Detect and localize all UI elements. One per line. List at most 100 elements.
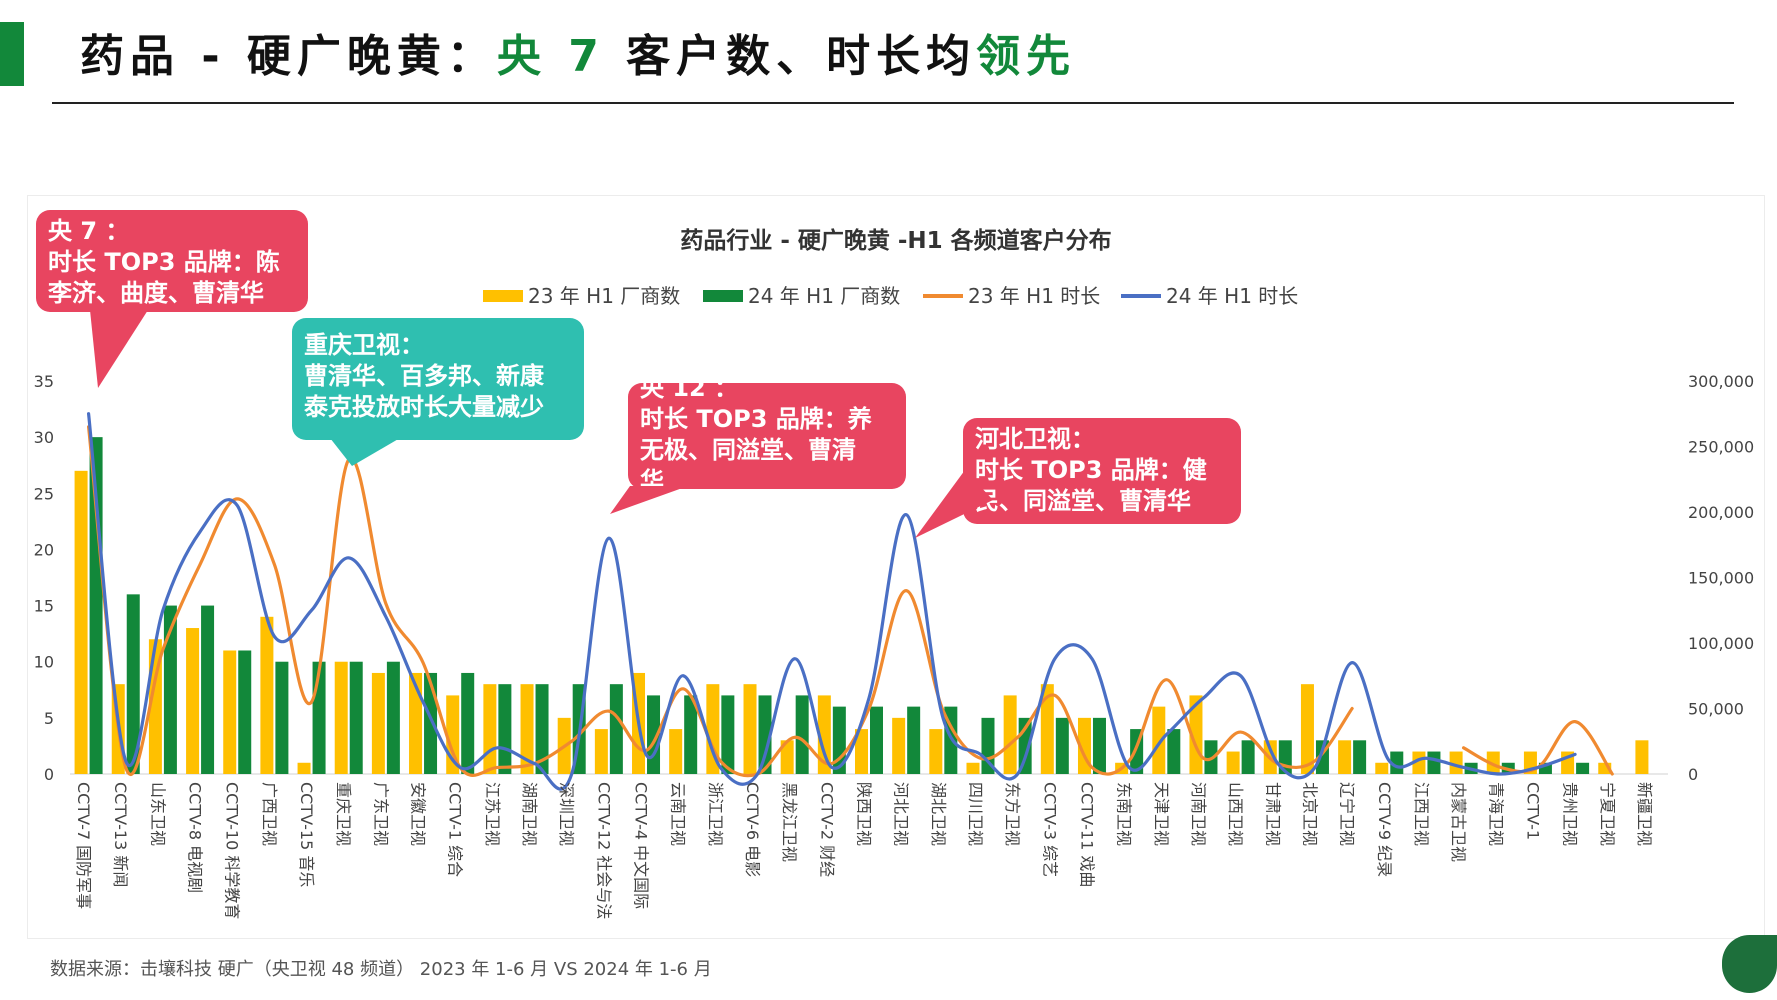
callout-cctv7-line1: 央 7 ： bbox=[48, 217, 130, 245]
bar-23-6 bbox=[260, 616, 274, 774]
bar-23-24 bbox=[929, 729, 943, 774]
x-tick-label-36: CCTV-9 纪录 bbox=[1375, 782, 1394, 877]
legend-label-2: 24 年 H1 厂商数 bbox=[748, 284, 900, 308]
title-highlight-1: 央 7 bbox=[496, 31, 605, 82]
bar-23-42 bbox=[1598, 762, 1612, 774]
bar-24-13 bbox=[535, 684, 549, 774]
page-corner-badge bbox=[1722, 935, 1777, 993]
bar-23-26 bbox=[1003, 695, 1017, 774]
bar-24-12 bbox=[498, 684, 512, 774]
title-accent-bar bbox=[0, 22, 24, 86]
bar-24-32 bbox=[1241, 740, 1255, 774]
x-tick-label-40: CCTV-1 bbox=[1523, 782, 1542, 840]
x-tick-label-22: 陕西卫视 bbox=[855, 782, 874, 846]
y-right-tick-label: 200,000 bbox=[1688, 503, 1754, 522]
bar-24-30 bbox=[1167, 729, 1181, 774]
bar-23-12 bbox=[483, 684, 497, 774]
bar-23-19 bbox=[743, 684, 757, 774]
callout-cctv12-line1: 央 12 ： bbox=[640, 383, 739, 402]
x-tick-label-7: CCTV-15 音乐 bbox=[297, 782, 316, 887]
callout-cctv7: 央 7 ： 时长 TOP3 品牌：陈 李济、曲度、曹清华 bbox=[36, 210, 308, 312]
bar-24-9 bbox=[386, 661, 400, 774]
title-highlight-2: 领先 bbox=[976, 31, 1077, 82]
x-tick-label-35: 辽宁卫视 bbox=[1338, 782, 1357, 846]
y-right-tick-label: 300,000 bbox=[1688, 372, 1754, 391]
callout-chongqing-line1: 重庆卫视： bbox=[304, 331, 424, 359]
bar-23-5 bbox=[223, 650, 237, 774]
x-tick-label-41: 贵州卫视 bbox=[1561, 782, 1580, 846]
callout-chongqing: 重庆卫视： 曹清华、百多邦、新康 泰克投放时长大量减少 bbox=[292, 318, 584, 440]
bar-24-19 bbox=[758, 695, 772, 774]
x-tick-label-6: 广西卫视 bbox=[260, 782, 279, 846]
bar-24-40 bbox=[1538, 762, 1552, 774]
y-right-tick-label: 0 bbox=[1688, 765, 1698, 784]
x-tick-label-25: 四川卫视 bbox=[966, 782, 985, 846]
x-tick-label-19: CCTV-6 电影 bbox=[743, 782, 762, 877]
legend-swatch-1 bbox=[483, 290, 523, 302]
bar-23-43 bbox=[1635, 740, 1649, 774]
callout-hebei: 河北卫视： 时长 TOP3 品牌：健 民、同溢堂、曹清华 bbox=[963, 418, 1241, 524]
x-tick-label-5: CCTV-10 科学教育 bbox=[223, 782, 242, 919]
x-tick-label-34: 北京卫视 bbox=[1300, 782, 1319, 846]
x-tick-label-11: CCTV-1 综合 bbox=[446, 782, 465, 877]
x-tick-label-12: 江苏卫视 bbox=[483, 782, 502, 846]
x-tick-label-1: CCTV-7 国防军事 bbox=[74, 782, 93, 909]
bar-24-37 bbox=[1427, 751, 1441, 774]
x-tick-label-2: CCTV-13 新闻 bbox=[111, 782, 130, 887]
legend-label-4: 24 年 H1 时长 bbox=[1166, 284, 1298, 308]
bar-23-36 bbox=[1375, 762, 1389, 774]
bar-24-41 bbox=[1576, 762, 1590, 774]
bar-23-23 bbox=[892, 717, 906, 774]
callout-cctv12-line3: 无极、同溢堂、曹清 bbox=[640, 436, 856, 464]
y-right-tick-label: 150,000 bbox=[1688, 569, 1754, 588]
x-tick-label-4: CCTV-8 电视剧 bbox=[186, 782, 205, 893]
callout-hebei-tail bbox=[915, 470, 993, 538]
y-right-tick-label: 50,000 bbox=[1688, 700, 1744, 719]
combo-chart: 药品行业 - 硬广晚黄 -H1 各频道客户分布 23 年 H1 厂商数 24 年 H… bbox=[34, 227, 1755, 919]
y-left-tick-label: 0 bbox=[44, 765, 54, 784]
x-tick-label-28: CCTV-11 戏曲 bbox=[1077, 782, 1096, 887]
callout-cctv12-line2: 时长 TOP3 品牌：养 bbox=[640, 405, 872, 433]
bar-23-7 bbox=[297, 762, 311, 774]
bar-23-32 bbox=[1226, 751, 1240, 774]
bar-23-10 bbox=[409, 672, 423, 774]
x-tick-label-32: 山西卫视 bbox=[1226, 782, 1245, 846]
x-tick-label-20: 黑龙江卫视 bbox=[780, 782, 799, 862]
callout-chongqing-line3: 泰克投放时长大量减少 bbox=[304, 393, 544, 421]
bar-24-20 bbox=[795, 695, 809, 774]
x-tick-label-31: 河南卫视 bbox=[1189, 782, 1208, 846]
x-tick-label-42: 宁夏卫视 bbox=[1598, 782, 1617, 846]
bar-23-22 bbox=[855, 729, 868, 774]
y-right-tick-label: 100,000 bbox=[1688, 634, 1754, 653]
callout-cctv7-tail bbox=[90, 310, 148, 388]
x-tick-label-13: 湖南卫视 bbox=[520, 782, 539, 846]
callout-hebei-line2: 时长 TOP3 品牌：健 bbox=[975, 456, 1207, 484]
x-tick-label-14: 深圳卫视 bbox=[557, 782, 576, 846]
title-part-1: 药品 - 硬广晚黄： bbox=[80, 31, 497, 82]
bar-23-20 bbox=[780, 740, 794, 774]
y-left-tick-label: 35 bbox=[34, 372, 54, 391]
bar-24-4 bbox=[201, 605, 215, 774]
bar-23-39 bbox=[1486, 751, 1500, 774]
bar-23-8 bbox=[334, 661, 348, 774]
bar-23-13 bbox=[520, 684, 534, 774]
chart-title: 药品行业 - 硬广晚黄 -H1 各频道客户分布 bbox=[680, 227, 1111, 254]
callout-chongqing-tail bbox=[330, 438, 400, 466]
x-tick-label-3: 山东卫视 bbox=[148, 782, 167, 846]
bar-23-35 bbox=[1338, 740, 1352, 774]
bar-24-27 bbox=[1055, 717, 1069, 774]
bar-23-15 bbox=[594, 729, 608, 774]
bar-24-17 bbox=[684, 695, 698, 774]
x-tick-label-21: CCTV-2 财经 bbox=[817, 782, 836, 877]
title-part-3: 客户数、时长均 bbox=[604, 31, 977, 82]
x-tick-label-29: 东南卫视 bbox=[1115, 782, 1134, 846]
x-tick-label-24: 湖北卫视 bbox=[929, 782, 948, 846]
bar-24-18 bbox=[721, 695, 735, 774]
legend-swatch-2 bbox=[703, 290, 743, 302]
x-tick-label-16: CCTV-4 中文国际 bbox=[632, 782, 651, 909]
x-tick-label-39: 青海卫视 bbox=[1486, 782, 1505, 846]
bar-23-21 bbox=[817, 695, 831, 774]
bar-24-15 bbox=[609, 684, 623, 774]
bar-24-10 bbox=[424, 672, 438, 774]
x-tick-label-37: 江西卫视 bbox=[1412, 782, 1431, 846]
